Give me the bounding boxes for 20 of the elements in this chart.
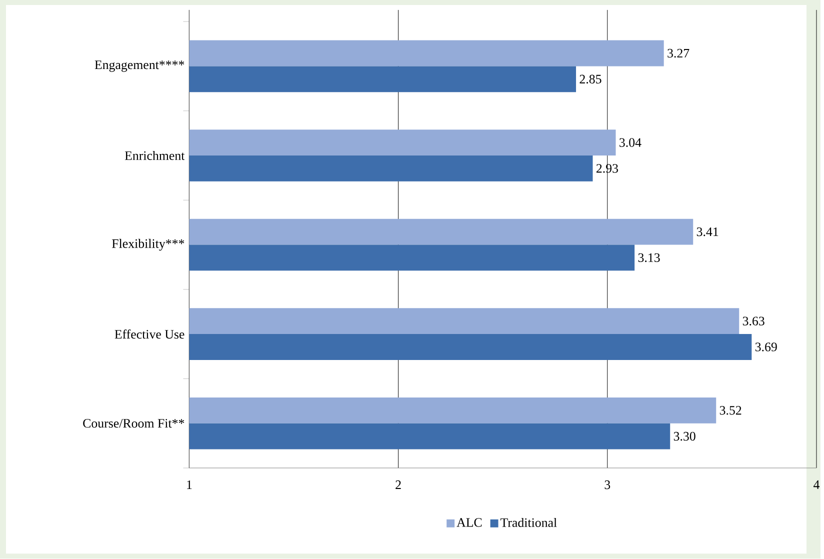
x-tick-label: 2 <box>396 480 401 490</box>
data-label: 3.30 <box>674 432 696 441</box>
y-tick-label: Engagement**** <box>94 60 184 72</box>
data-label: 3.41 <box>696 228 718 236</box>
y-tick-label: Enrichment <box>124 151 185 160</box>
y-tick-label: Effective Use <box>114 330 184 339</box>
data-label: 3.04 <box>620 138 642 148</box>
x-tick-label: 4 <box>814 480 820 490</box>
y-tick-label: Course/Room Fit** <box>83 419 184 428</box>
legend-label: ALC <box>456 518 482 528</box>
data-label: 3.63 <box>742 316 764 326</box>
x-tick-label: 1 <box>187 480 192 490</box>
data-label: 3.69 <box>755 342 777 352</box>
data-label: 3.27 <box>668 49 690 58</box>
data-label: 3.52 <box>720 406 742 415</box>
x-tick-label: 3 <box>604 480 610 490</box>
y-tick-label: Flexibility*** <box>112 239 184 251</box>
data-label: 2.85 <box>580 74 602 84</box>
data-label: 3.13 <box>638 254 660 262</box>
legend-label: Traditional <box>500 518 557 528</box>
